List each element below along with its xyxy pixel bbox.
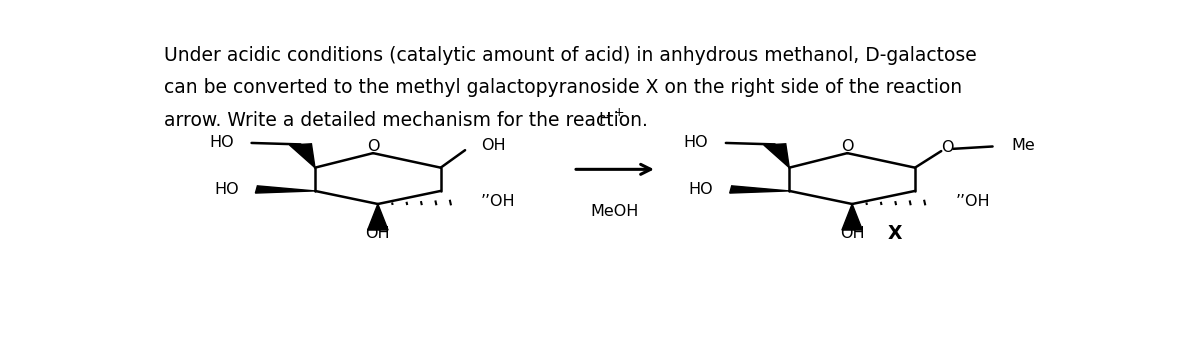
Text: HO: HO <box>684 135 708 150</box>
Text: Under acidic conditions (catalytic amount of acid) in anhydrous methanol, D-gala: Under acidic conditions (catalytic amoun… <box>164 46 977 65</box>
Text: OH: OH <box>366 226 390 241</box>
Text: OH: OH <box>840 226 864 241</box>
Text: MeOH: MeOH <box>590 204 640 219</box>
Text: HO: HO <box>214 182 239 197</box>
Polygon shape <box>730 186 790 193</box>
Text: ’’OH: ’’OH <box>955 194 990 209</box>
Text: O: O <box>841 139 853 154</box>
Polygon shape <box>764 144 790 168</box>
Text: can be converted to the methyl galactopyranoside X on the right side of the reac: can be converted to the methyl galactopy… <box>164 78 962 98</box>
Polygon shape <box>842 204 863 230</box>
Text: HO: HO <box>689 182 713 197</box>
Text: HO: HO <box>209 135 234 150</box>
Text: O: O <box>367 139 379 154</box>
Polygon shape <box>289 144 314 168</box>
Text: +: + <box>613 106 624 119</box>
Text: X: X <box>888 224 902 243</box>
Text: H: H <box>599 111 611 127</box>
Text: ’’OH: ’’OH <box>481 194 516 209</box>
Text: OH: OH <box>481 138 505 154</box>
Text: O: O <box>942 140 954 155</box>
Text: arrow. Write a detailed mechanism for the reaction.: arrow. Write a detailed mechanism for th… <box>164 111 648 130</box>
Polygon shape <box>256 186 314 193</box>
Text: Me: Me <box>1012 138 1034 152</box>
Polygon shape <box>367 204 388 230</box>
